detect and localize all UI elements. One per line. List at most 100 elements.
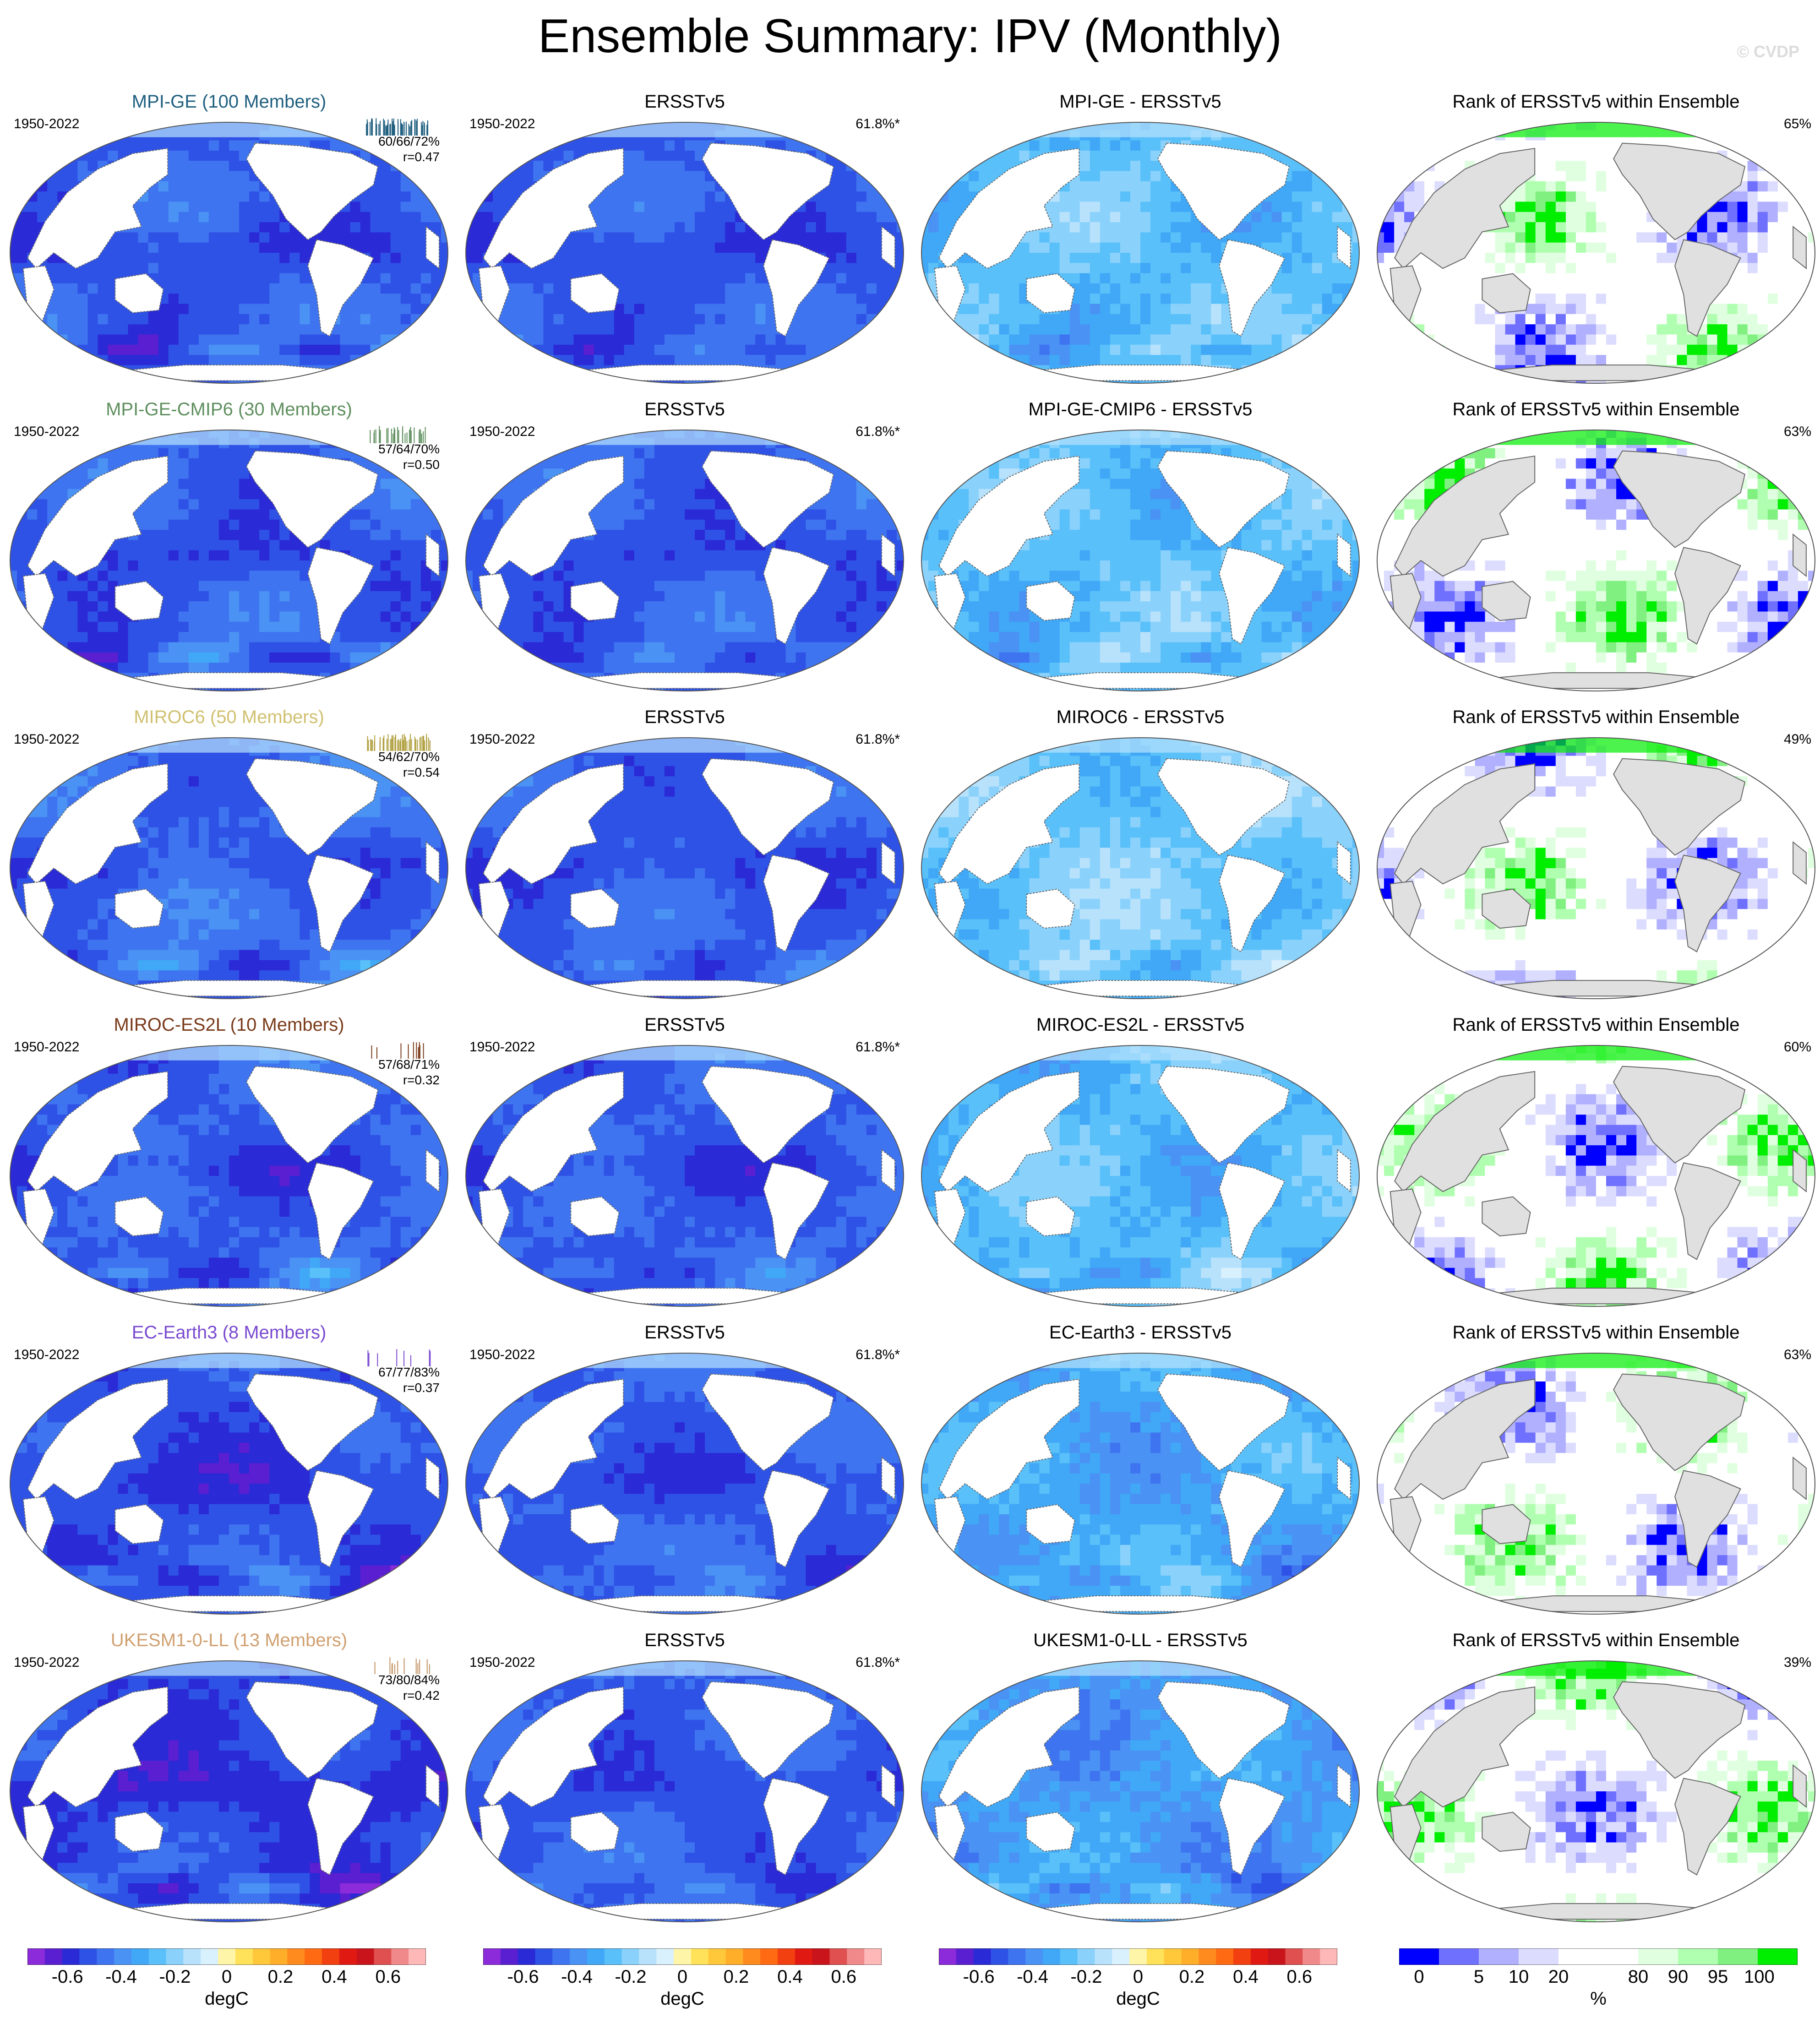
- field-obs: [466, 430, 904, 691]
- colorbar-tick-label: 95: [1704, 1967, 1732, 1987]
- pattern-percent: 65%: [1784, 116, 1811, 132]
- panel-title: UKESM1-0-LL - ERSSTv5: [916, 1630, 1365, 1651]
- pattern-correlation: r=0.37: [378, 1380, 440, 1396]
- member-spread-icon: [371, 1042, 424, 1059]
- panel-obs-row1: ERSSTv5 1950-2022 61.8%*: [460, 92, 909, 397]
- land-masses: [934, 1061, 1351, 1305]
- panel-title: Rank of ERSSTv5 within Ensemble: [1372, 399, 1820, 420]
- colorbar-tick-label: -0.2: [1071, 1967, 1102, 1987]
- map-obs-row4: [465, 1045, 904, 1307]
- field-model: [10, 1353, 448, 1614]
- period-label: 1950-2022: [14, 424, 79, 440]
- map-model-row4: [10, 1045, 448, 1307]
- pattern-percent: 61.8%*: [856, 1039, 900, 1055]
- map-rank-row3: [1377, 737, 1815, 999]
- panel-obs-row2: ERSSTv5 1950-2022 61.8%*: [460, 399, 909, 705]
- land-masses: [22, 137, 440, 381]
- map-obs-row2: [465, 430, 904, 691]
- percent-range: 57/64/70%: [378, 441, 440, 457]
- period-label: 1950-2022: [14, 1039, 79, 1055]
- pattern-percent: 63%: [1784, 1347, 1811, 1363]
- field-diff: [921, 122, 1359, 383]
- panel-title: ERSSTv5: [460, 707, 909, 728]
- map-diff-row5: [921, 1353, 1360, 1615]
- map-diff-row4: [921, 1045, 1360, 1307]
- map-model-row1: [10, 122, 448, 384]
- field-diff: [921, 1353, 1359, 1614]
- panel-rank-row6: Rank of ERSSTv5 within Ensemble 39%: [1372, 1630, 1820, 1936]
- map-model-row6: [10, 1660, 448, 1922]
- period-label: 1950-2022: [14, 1347, 79, 1363]
- panel-rank-row1: Rank of ERSSTv5 within Ensemble 65%: [1372, 92, 1820, 397]
- ensemble-stats: 73/80/84% r=0.42: [378, 1672, 440, 1703]
- map-diff-row2: [921, 430, 1360, 691]
- colorbar-unit: degC: [199, 1989, 254, 2009]
- colorbar-tick-label: 0: [1124, 1967, 1152, 1987]
- colorbar-tick-label: -0.6: [507, 1967, 539, 1987]
- panel-title: ERSSTv5: [460, 1015, 909, 1035]
- panel-title: EC-Earth3 - ERSSTv5: [916, 1322, 1365, 1343]
- panel-title: Rank of ERSSTv5 within Ensemble: [1372, 1322, 1820, 1343]
- colorbar-unit: %: [1571, 1989, 1626, 2009]
- panel-obs-row5: ERSSTv5 1950-2022 61.8%*: [460, 1322, 909, 1628]
- colorbar-unit: degC: [655, 1989, 710, 2009]
- period-label: 1950-2022: [469, 732, 535, 747]
- pattern-percent: 49%: [1784, 732, 1811, 747]
- land-masses: [22, 1061, 440, 1305]
- panel-title: MPI-GE-CMIP6 - ERSSTv5: [916, 399, 1365, 420]
- field-diff: [921, 1661, 1359, 1922]
- percent-range: 54/62/70%: [378, 749, 440, 765]
- map-model-row5: [10, 1353, 448, 1615]
- ensemble-stats: 57/64/70% r=0.50: [378, 441, 440, 473]
- map-diff-row6: [921, 1660, 1360, 1922]
- member-spread-icon: [370, 426, 426, 443]
- colorbar-tick-label: -0.4: [105, 1967, 137, 1987]
- panel-model-row1: MPI-GE (100 Members) 1950-2022 60/66/72% r=…: [5, 92, 453, 397]
- pattern-percent: 61.8%*: [856, 1655, 900, 1670]
- panel-rank-row5: Rank of ERSSTv5 within Ensemble 63%: [1372, 1322, 1820, 1628]
- panel-obs-row6: ERSSTv5 1950-2022 61.8%*: [460, 1630, 909, 1936]
- period-label: 1950-2022: [14, 1655, 79, 1670]
- panel-diff-row5: EC-Earth3 - ERSSTv5: [916, 1322, 1365, 1628]
- percent-range: 60/66/72%: [378, 134, 440, 149]
- colorbar-diverging: -0.6 -0.4 -0.2 0 0.2 0.4 0.6 degC: [483, 1948, 882, 2009]
- panel-obs-row4: ERSSTv5 1950-2022 61.8%*: [460, 1015, 909, 1321]
- ensemble-stats: 54/62/70% r=0.54: [378, 749, 440, 780]
- pattern-percent: 61.8%*: [856, 116, 900, 132]
- colorbar-diverging: -0.6 -0.4 -0.2 0 0.2 0.4 0.6 degC: [27, 1948, 426, 2009]
- panel-title: ERSSTv5: [460, 92, 909, 112]
- panel-title: ERSSTv5: [460, 1322, 909, 1343]
- panel-model-row4: MIROC-ES2L (10 Members) 1950-2022 57/68/71…: [5, 1015, 453, 1321]
- panel-title: ERSSTv5: [460, 399, 909, 420]
- panel-obs-row3: ERSSTv5 1950-2022 61.8%*: [460, 707, 909, 1013]
- panel-diff-row4: MIROC-ES2L - ERSSTv5: [916, 1015, 1365, 1321]
- colorbar-tick-label: 90: [1664, 1967, 1692, 1987]
- map-rank-row6: [1377, 1660, 1815, 1922]
- colorbar-rank: 0 5 10 20 80 90 95 100%: [1399, 1948, 1798, 2009]
- map-rank-row2: [1377, 430, 1815, 691]
- field-obs: [466, 122, 904, 383]
- field-rank: [1377, 738, 1815, 999]
- percent-range: 57/68/71%: [378, 1057, 440, 1072]
- field-diff: [921, 738, 1359, 999]
- colorbar-tick-label: 0.4: [321, 1967, 348, 1987]
- member-spread-icon: [366, 118, 428, 136]
- field-diff: [921, 430, 1359, 691]
- period-label: 1950-2022: [469, 1039, 535, 1055]
- field-diff: [921, 1045, 1359, 1306]
- land-masses: [478, 1676, 895, 1920]
- figure-title: Ensemble Summary: IPV (Monthly): [0, 9, 1820, 64]
- map-obs-row6: [465, 1660, 904, 1922]
- period-label: 1950-2022: [469, 116, 535, 132]
- colorbar-tick-label: 0.6: [1286, 1967, 1313, 1987]
- pattern-percent: 60%: [1784, 1039, 1811, 1055]
- colorbar-tick-label: 0: [1406, 1967, 1433, 1987]
- pattern-percent: 61.8%*: [856, 1347, 900, 1363]
- map-rank-row1: [1377, 122, 1815, 384]
- percent-range: 73/80/84%: [378, 1672, 440, 1688]
- colorbar-tick-label: 0.4: [1232, 1967, 1259, 1987]
- field-rank: [1377, 122, 1815, 383]
- land-masses: [1390, 137, 1807, 381]
- pattern-percent: 63%: [1784, 424, 1811, 440]
- land-masses: [1390, 445, 1807, 689]
